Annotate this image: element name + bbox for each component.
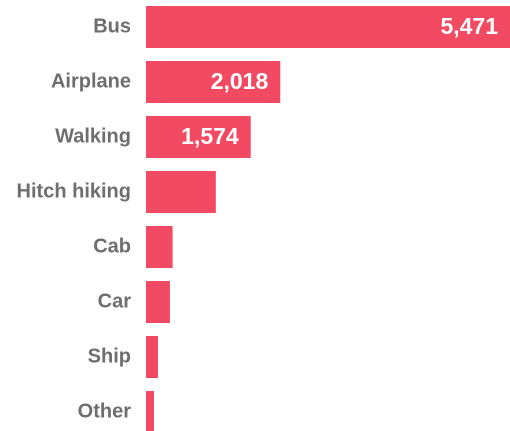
category-label: Walking — [55, 125, 131, 147]
bar — [146, 171, 216, 213]
bar — [146, 391, 154, 431]
category-label: Airplane — [51, 70, 131, 92]
bar — [146, 6, 510, 48]
value-label: 5,471 — [440, 13, 498, 39]
category-label: Ship — [88, 345, 131, 367]
value-label: 1,574 — [181, 123, 239, 149]
category-label: Cab — [93, 235, 131, 257]
category-label: Bus — [93, 15, 131, 37]
category-label: Car — [98, 290, 132, 312]
bar — [146, 281, 170, 323]
bar — [146, 61, 281, 103]
bar — [146, 226, 173, 268]
category-label: Other — [78, 400, 132, 422]
bar — [146, 336, 158, 378]
category-label: Hitch hiking — [17, 180, 131, 202]
value-label: 2,018 — [211, 68, 269, 94]
bar — [146, 116, 251, 158]
